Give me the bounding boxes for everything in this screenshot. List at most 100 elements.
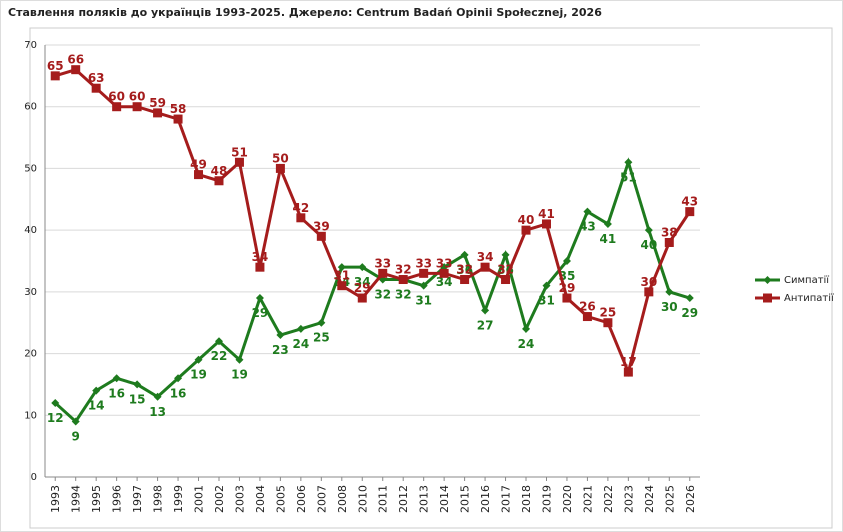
data-label: 19: [190, 368, 207, 382]
point: [296, 324, 305, 333]
point: [623, 367, 633, 377]
point: [234, 157, 244, 167]
data-label: 63: [88, 71, 105, 85]
x-tick-label: 2014: [438, 485, 451, 513]
y-tick-label: 40: [24, 225, 37, 236]
data-label: 17: [620, 355, 637, 369]
data-label: 16: [170, 386, 187, 400]
point: [763, 276, 772, 284]
point: [644, 226, 653, 235]
data-label: 24: [518, 337, 535, 351]
point: [521, 225, 531, 235]
point: [132, 102, 142, 112]
point: [542, 281, 551, 290]
data-label: 36: [456, 263, 473, 277]
point: [501, 250, 510, 259]
data-label: 58: [170, 102, 187, 116]
point: [522, 324, 531, 333]
data-label: 30: [661, 300, 678, 314]
data-label: 32: [395, 263, 412, 277]
data-label: 19: [231, 368, 248, 382]
point: [112, 102, 122, 112]
chart-border: [29, 27, 833, 529]
point: [316, 231, 326, 241]
x-tick-label: 2021: [581, 485, 594, 513]
point: [460, 275, 470, 285]
point: [603, 318, 613, 328]
data-label: 33: [415, 256, 432, 270]
data-label: 51: [620, 170, 637, 184]
point: [174, 374, 183, 383]
data-label: 60: [108, 90, 125, 104]
point: [337, 263, 346, 272]
point: [50, 71, 60, 81]
x-tick-label: 2015: [459, 485, 472, 513]
point: [582, 312, 592, 322]
point: [235, 355, 244, 364]
point: [255, 262, 265, 272]
data-label: 49: [190, 158, 207, 172]
point: [51, 398, 60, 407]
point: [378, 268, 388, 278]
point: [664, 237, 674, 247]
point: [541, 219, 551, 229]
x-tick-label: 2024: [643, 485, 656, 513]
data-label: 29: [681, 306, 698, 320]
data-label: 15: [129, 392, 146, 406]
y-tick-label: 20: [24, 349, 37, 360]
data-label: 33: [436, 256, 453, 270]
point: [133, 380, 142, 389]
x-tick-label: 2013: [418, 485, 431, 513]
data-label: 27: [477, 318, 494, 332]
x-tick-label: 2017: [500, 485, 513, 513]
point: [276, 331, 285, 340]
point: [153, 392, 162, 401]
data-label: 31: [538, 294, 555, 308]
y-tick-label: 70: [24, 40, 37, 51]
x-tick-label: 1994: [70, 485, 83, 513]
point: [194, 355, 203, 364]
point: [255, 294, 264, 303]
data-label: 65: [47, 59, 64, 73]
point: [71, 65, 81, 75]
y-tick-label: 30: [24, 287, 37, 298]
chart-title: Ставлення поляків до українців 1993-2025…: [8, 6, 602, 19]
point: [583, 207, 592, 216]
point: [419, 281, 428, 290]
data-label: 41: [538, 207, 555, 221]
point: [398, 275, 408, 285]
legend-label: Симпатії: [784, 274, 829, 286]
series-line: [54, 157, 691, 424]
point: [214, 176, 224, 186]
data-label: 43: [579, 220, 596, 234]
point: [275, 163, 285, 173]
data-label: 16: [108, 386, 125, 400]
y-tick-label: 60: [24, 102, 37, 113]
x-tick-label: 2002: [213, 485, 226, 513]
data-label: 29: [252, 306, 269, 320]
data-label: 59: [149, 96, 166, 110]
point: [92, 386, 101, 395]
legend-label: Антипатії: [784, 292, 834, 304]
data-label: 13: [149, 405, 166, 419]
data-label: 32: [497, 263, 514, 277]
data-label: 60: [129, 90, 146, 104]
point: [91, 83, 101, 93]
y-tick-label: 0: [31, 472, 37, 483]
x-tick-label: 1997: [131, 485, 144, 513]
data-label: 30: [640, 275, 657, 289]
point: [214, 337, 223, 346]
data-label: 41: [600, 232, 617, 246]
data-label: 66: [67, 53, 84, 67]
x-tick-label: 1993: [49, 485, 62, 513]
data-label: 34: [436, 275, 453, 289]
x-tick-label: 2001: [193, 485, 206, 513]
point: [419, 268, 429, 278]
point: [337, 281, 347, 291]
x-tick-label: 2025: [663, 485, 676, 513]
data-label: 39: [313, 219, 330, 233]
data-label: 40: [640, 238, 657, 252]
point: [562, 293, 572, 303]
